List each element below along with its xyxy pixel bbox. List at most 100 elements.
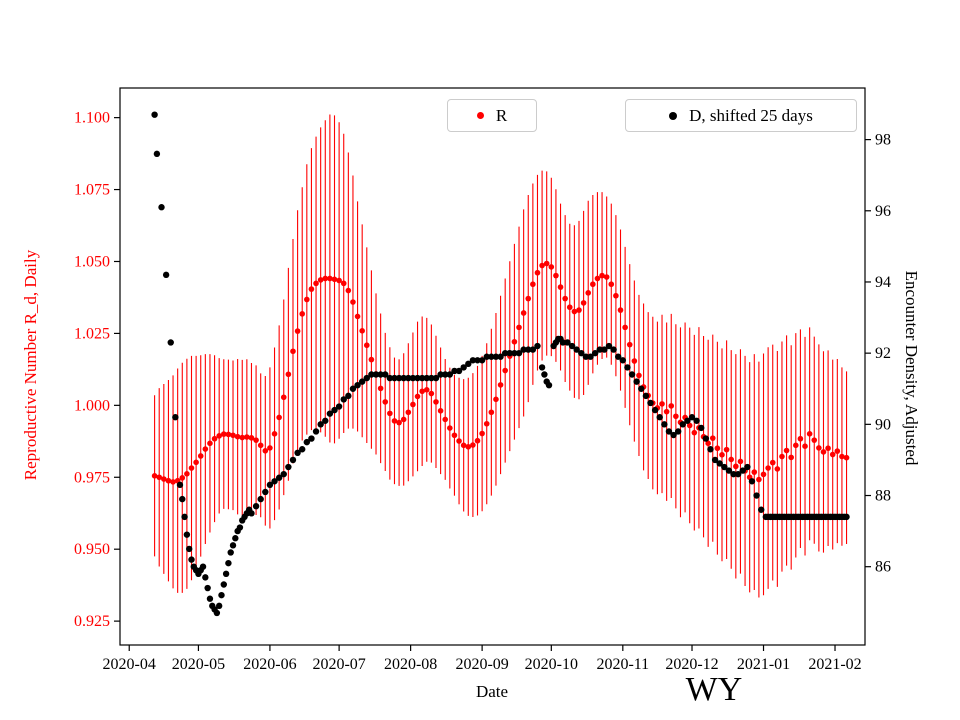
r-point (793, 442, 799, 449)
r-point (479, 430, 485, 437)
d-point (679, 421, 686, 428)
r-point (576, 307, 582, 313)
d-point (665, 428, 673, 435)
r-point (161, 476, 167, 482)
d-point (442, 371, 449, 378)
d-point (372, 371, 380, 378)
d-point (478, 357, 486, 364)
d-point (698, 424, 705, 432)
d-point (202, 574, 209, 581)
d-point (559, 339, 567, 346)
d-point (294, 449, 301, 457)
r-point (488, 409, 495, 416)
d-point (382, 371, 389, 378)
r-point (419, 388, 425, 395)
r-point (691, 429, 698, 436)
r-point (534, 269, 541, 276)
r-point (617, 307, 624, 313)
r-point (502, 367, 508, 374)
d-point (280, 470, 287, 478)
r-point (437, 408, 444, 414)
r-point (806, 431, 813, 437)
d-point (391, 374, 398, 382)
r-point (230, 432, 236, 439)
r-point (465, 443, 472, 450)
r-point (705, 440, 711, 447)
r-point (839, 453, 845, 460)
r-point (280, 394, 287, 401)
r-point (816, 445, 822, 451)
r-point (802, 443, 808, 449)
d-point (596, 346, 603, 353)
d-point (693, 417, 700, 424)
d-point (538, 364, 546, 371)
d-point (218, 591, 225, 599)
d-point (162, 271, 170, 279)
r-point (253, 437, 259, 443)
y-tick-label-left: 1.050 (74, 253, 110, 270)
d-point (428, 374, 435, 382)
d-point (748, 478, 756, 485)
r-point (410, 401, 416, 408)
d-point (377, 371, 384, 378)
d-point (213, 609, 221, 617)
r-point (566, 304, 573, 311)
r-point (825, 445, 831, 452)
d-point (446, 371, 454, 378)
d-point (275, 474, 283, 481)
r-point (257, 442, 264, 449)
r-point (622, 324, 628, 331)
d-point (395, 374, 403, 382)
r-point (497, 382, 504, 388)
r-point (686, 422, 693, 429)
d-point (437, 371, 444, 378)
y-tick-label-left: 0.950 (74, 541, 110, 558)
r-point (396, 419, 402, 426)
d-point (289, 456, 297, 464)
r-point (756, 476, 762, 483)
r-point (603, 274, 610, 280)
r-point (553, 272, 559, 279)
r-point (562, 295, 568, 302)
r-point (193, 459, 199, 466)
d-point (349, 385, 357, 392)
r-point (262, 447, 269, 454)
y-tick-label-left: 1.075 (74, 182, 110, 199)
x-tick-label: 2020-08 (384, 656, 437, 673)
r-point (331, 276, 338, 283)
r-point (599, 272, 605, 279)
r-point (276, 414, 282, 421)
r-point (184, 471, 190, 477)
x-tick-label: 2020-05 (172, 656, 225, 673)
d-point (176, 481, 184, 489)
r-point (483, 420, 490, 427)
r-point (202, 446, 209, 452)
r-point (308, 286, 315, 292)
d-point (432, 374, 440, 382)
r-point (447, 425, 453, 431)
d-point (744, 463, 751, 471)
d-point (843, 513, 850, 521)
d-point (739, 467, 746, 474)
plot-frame (119, 87, 866, 646)
d-point (642, 392, 650, 400)
d-point (568, 342, 576, 350)
r-point (345, 287, 352, 294)
x-tick-label: 2020-06 (243, 656, 296, 673)
d-point (183, 531, 191, 538)
r-point (359, 328, 365, 334)
r-point (299, 311, 306, 317)
d-point (619, 357, 627, 364)
r-point (340, 280, 347, 287)
y-tick-label-left: 0.925 (74, 613, 110, 630)
d-point (451, 367, 458, 375)
d-point (529, 346, 537, 353)
d-point (271, 478, 278, 485)
r-point (723, 446, 730, 453)
y-tick-label-left: 1.000 (74, 397, 110, 414)
d-point (615, 353, 622, 360)
d-point (423, 374, 430, 382)
r-point (387, 410, 393, 417)
d-point (322, 417, 329, 424)
